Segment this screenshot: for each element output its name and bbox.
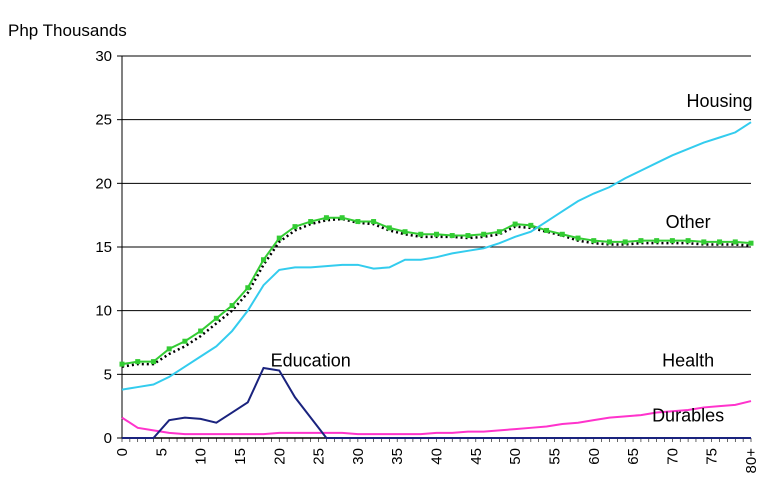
series-line-durables: [121, 400, 752, 436]
series-point-other: [465, 233, 471, 239]
x-tick-label: 5: [153, 448, 170, 456]
annotation-education: Education: [271, 351, 351, 371]
series-point-other: [119, 361, 125, 367]
series-annotations: Housing Other Health Durables Education: [271, 91, 753, 426]
x-tick-label: 10: [193, 448, 210, 465]
y-tick-label: 20: [95, 175, 112, 192]
series-group: [119, 121, 754, 439]
series-point-other: [355, 219, 361, 225]
y-tick-label: 25: [95, 112, 112, 129]
x-tick-label: 25: [311, 448, 328, 465]
series-point-other: [135, 359, 141, 365]
series-point-other: [496, 229, 502, 235]
annotation-housing: Housing: [687, 91, 753, 111]
x-tick-label: 80+: [743, 448, 760, 474]
series-point-other: [481, 231, 487, 237]
series-point-other: [371, 219, 377, 225]
series-line-health: [121, 121, 752, 391]
y-tick-label: 0: [104, 430, 112, 447]
series-point-other: [323, 215, 329, 221]
series-point-other: [449, 233, 455, 239]
series-point-other: [213, 315, 219, 321]
series-point-other: [575, 235, 581, 241]
series-point-other: [245, 285, 251, 291]
x-tick-label: 20: [271, 448, 288, 465]
y-tick-label: 30: [95, 48, 112, 65]
series-point-other: [402, 229, 408, 235]
x-tick-label: 55: [546, 448, 563, 465]
series-point-other: [685, 238, 691, 244]
x-tick-label: 35: [389, 448, 406, 465]
series-point-other: [669, 238, 675, 244]
series-point-other: [150, 359, 156, 365]
series-point-other: [606, 239, 612, 245]
annotation-health: Health: [662, 351, 714, 371]
annotation-durables: Durables: [652, 405, 724, 425]
x-ticks: 0 5 10 15 20 25 30 35 40 45 50 55 60 65 70 75 80+: [114, 438, 760, 473]
series-point-other: [654, 238, 660, 244]
x-tick-label: 0: [114, 448, 131, 456]
series-point-other: [292, 224, 298, 230]
series-point-other: [544, 227, 550, 233]
series-point-other: [229, 303, 235, 309]
gridlines: [122, 55, 751, 375]
series-point-other: [166, 346, 172, 352]
series-point-other: [198, 328, 204, 334]
x-tick-label: 30: [350, 448, 367, 465]
series-point-other: [591, 238, 597, 244]
x-tick-label: 45: [468, 448, 485, 465]
y-tick-label: 15: [95, 239, 112, 256]
annotation-other: Other: [666, 212, 711, 232]
series-point-other: [559, 231, 565, 237]
series-point-other: [622, 239, 628, 245]
series-point-other: [732, 239, 738, 245]
series-point-other: [386, 225, 392, 231]
series-point-other: [528, 222, 534, 228]
x-tick-label: 50: [507, 448, 524, 465]
series-point-other: [748, 240, 754, 246]
series-line-housing: [121, 217, 752, 368]
x-tick-label: 15: [232, 448, 249, 465]
x-tick-label: 70: [664, 448, 681, 465]
series-point-other: [261, 257, 267, 263]
series-line-education: [122, 366, 751, 439]
series-point-other: [434, 231, 439, 237]
series-point-other: [701, 239, 707, 245]
series-point-other: [182, 338, 188, 344]
series-point-other: [638, 238, 644, 244]
y-ticks: 0 5 10 15 20 25 30: [95, 48, 122, 447]
series-point-other: [276, 235, 282, 241]
x-tick-label: 40: [429, 448, 446, 465]
x-tick-label: 65: [625, 448, 642, 465]
series-point-other: [308, 219, 314, 225]
y-tick-label: 10: [95, 303, 112, 320]
series-point-other: [339, 215, 345, 221]
x-tick-label: 60: [586, 448, 603, 465]
series-point-other: [717, 239, 723, 245]
y-tick-label: 5: [104, 366, 112, 383]
x-tick-label: 75: [704, 448, 721, 465]
series-point-other: [512, 221, 518, 227]
y-axis-unit-label: Php Thousands: [8, 21, 127, 40]
series-point-other: [418, 231, 424, 237]
